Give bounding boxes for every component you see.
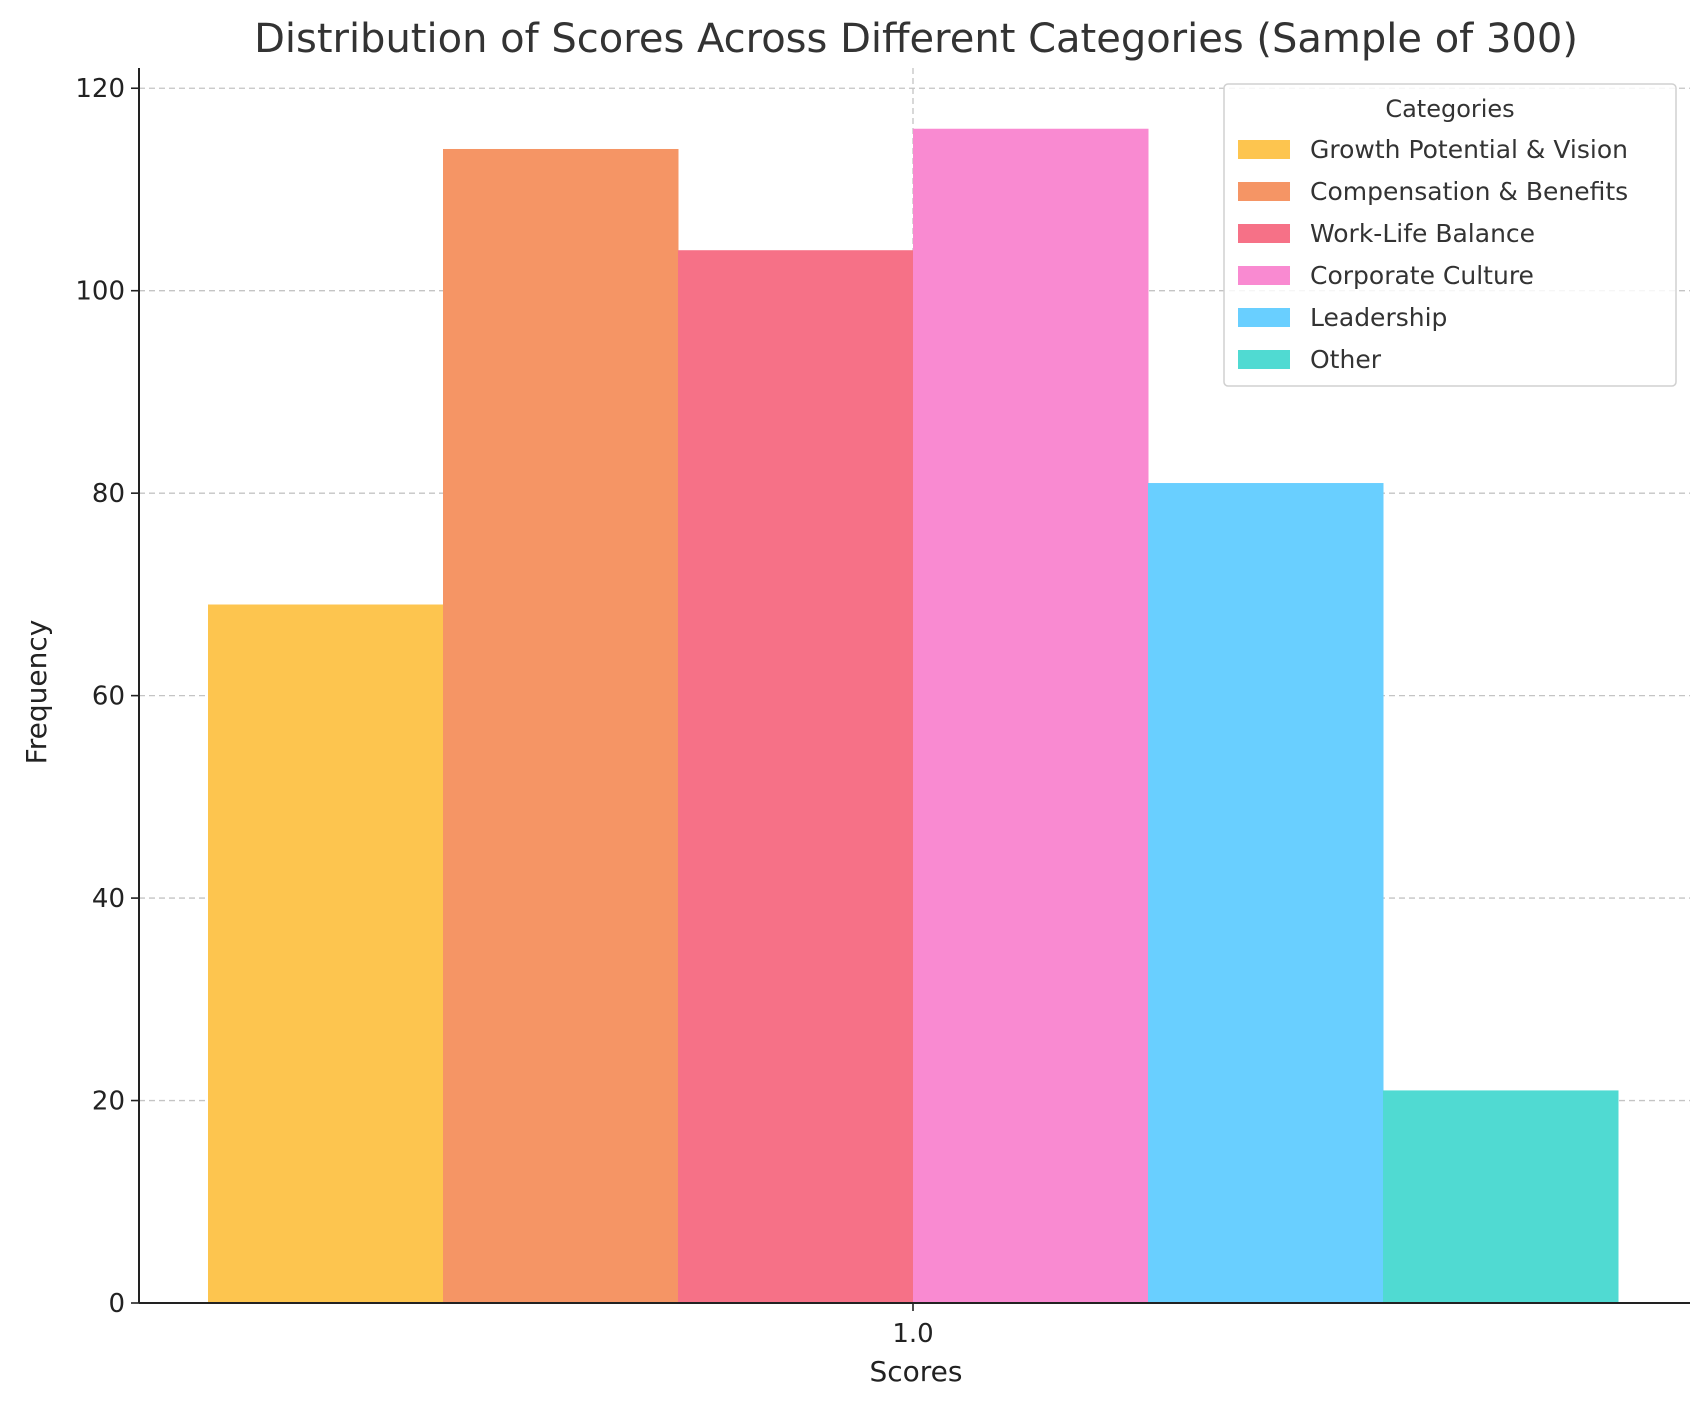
- bar-growth-potential-vision: [208, 604, 444, 1303]
- legend-label: Compensation & Benefits: [1310, 177, 1628, 206]
- x-axis-label: Scores: [869, 1355, 962, 1388]
- legend-swatch: [1238, 224, 1290, 243]
- y-tick-label: 60: [92, 682, 125, 712]
- bar-compensation-benefits: [443, 148, 679, 1303]
- chart-title: Distribution of Scores Across Different …: [254, 16, 1578, 62]
- legend: Categories Growth Potential & Vision Comp…: [1223, 83, 1677, 387]
- legend-title: Categories: [1385, 95, 1514, 123]
- legend-label: Other: [1310, 345, 1382, 374]
- y-tick-label: 80: [92, 479, 125, 509]
- legend-items: Growth Potential & Vision Compensation & …: [1238, 135, 1628, 374]
- legend-swatch: [1238, 308, 1290, 327]
- axes: [131, 68, 1690, 1311]
- y-axis-label: Frequency: [20, 620, 53, 765]
- legend-frame: [1223, 83, 1677, 387]
- legend-label: Work-Life Balance: [1310, 219, 1535, 248]
- y-tick-label: 100: [75, 277, 125, 307]
- y-tick-label: 0: [108, 1289, 125, 1319]
- bar-corporate-culture: [913, 128, 1149, 1304]
- bar-leadership: [1148, 483, 1384, 1303]
- tick-labels: 0 20 40 60 80 100 120 1.0: [75, 74, 933, 1349]
- legend-swatch: [1238, 182, 1290, 201]
- bar-work-life-balance: [678, 250, 914, 1303]
- legend-label: Leadership: [1310, 303, 1447, 332]
- legend-swatch: [1238, 266, 1290, 285]
- legend-swatch: [1238, 350, 1290, 369]
- y-tick-label: 120: [75, 74, 125, 104]
- bar-other: [1383, 1090, 1619, 1303]
- x-tick-label: 1.0: [892, 1319, 933, 1349]
- legend-label: Growth Potential & Vision: [1310, 135, 1628, 164]
- y-tick-label: 20: [92, 1087, 125, 1117]
- legend-swatch: [1238, 140, 1290, 159]
- legend-label: Corporate Culture: [1310, 261, 1534, 290]
- bars: [208, 128, 1619, 1304]
- y-tick-label: 40: [92, 884, 125, 914]
